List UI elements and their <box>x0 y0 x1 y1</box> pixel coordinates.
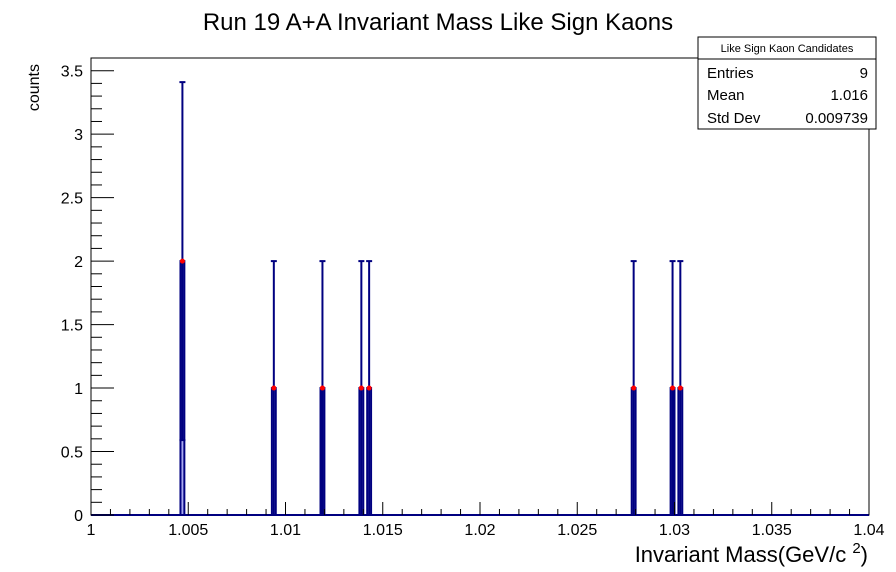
data-marker-7 <box>677 385 683 391</box>
x-ticks-group: 1 1.005 1.01 1.015 1.02 1.025 1.03 1.035 1.04 <box>87 502 885 539</box>
data-marker-4 <box>366 385 372 391</box>
x-tick-label-7: 1.035 <box>752 522 792 539</box>
data-marker-3 <box>358 385 364 391</box>
x-tick-label-5: 1.025 <box>557 522 597 539</box>
y-tick-label-3: 1.5 <box>61 318 83 335</box>
bars-group <box>91 260 869 516</box>
error-bars-group <box>179 81 684 515</box>
y-tick-label-1: 0.5 <box>61 445 83 462</box>
data-marker-2 <box>319 385 325 391</box>
x-axis-label-sup: 2 <box>852 540 860 557</box>
data-marker-1 <box>271 385 277 391</box>
x-tick-label-2: 1.01 <box>270 522 301 539</box>
x-tick-label-4: 1.02 <box>464 522 495 539</box>
stats-entries-label: Entries <box>707 65 754 82</box>
x-tick-label-0: 1 <box>87 522 96 539</box>
chart-title: Run 19 A+A Invariant Mass Like Sign Kaon… <box>203 9 673 36</box>
y-axis-label: counts <box>26 64 43 111</box>
stats-stddev-label: Std Dev <box>707 110 761 127</box>
stats-mean-label: Mean <box>707 87 745 104</box>
y-tick-label-0: 0 <box>74 508 83 525</box>
y-tick-label-4: 2 <box>74 254 83 271</box>
markers-group <box>179 258 683 391</box>
y-tick-label-5: 2.5 <box>61 191 83 208</box>
y-tick-label-2: 1 <box>74 381 83 398</box>
y-ticks-group: 0 0.5 1 1.5 2 2.5 3 3.5 <box>61 57 114 525</box>
x-tick-label-6: 1.03 <box>659 522 690 539</box>
stats-box-frame <box>697 36 877 130</box>
x-tick-label-8: 1.04 <box>853 522 884 539</box>
x-axis-label: Invariant Mass(GeV/c 2) <box>635 540 868 567</box>
x-axis-label-close: ) <box>861 542 868 567</box>
y-tick-label-6: 3 <box>74 127 83 144</box>
stats-mean-value: 1.016 <box>830 87 868 104</box>
data-marker-6 <box>670 385 676 391</box>
data-marker-5 <box>631 385 637 391</box>
stats-stddev-value: 0.009739 <box>805 110 868 127</box>
x-axis-label-main: Invariant Mass(GeV/c <box>635 542 853 567</box>
data-marker-0 <box>179 258 185 264</box>
stats-box: Like Sign Kaon Candidates Entries 9 Mean… <box>697 36 877 130</box>
x-tick-label-3: 1.015 <box>363 522 403 539</box>
stats-box-title: Like Sign Kaon Candidates <box>721 43 854 55</box>
stats-entries-value: 9 <box>860 65 868 82</box>
y-tick-label-7: 3.5 <box>61 64 83 81</box>
x-tick-label-1: 1.005 <box>168 522 208 539</box>
